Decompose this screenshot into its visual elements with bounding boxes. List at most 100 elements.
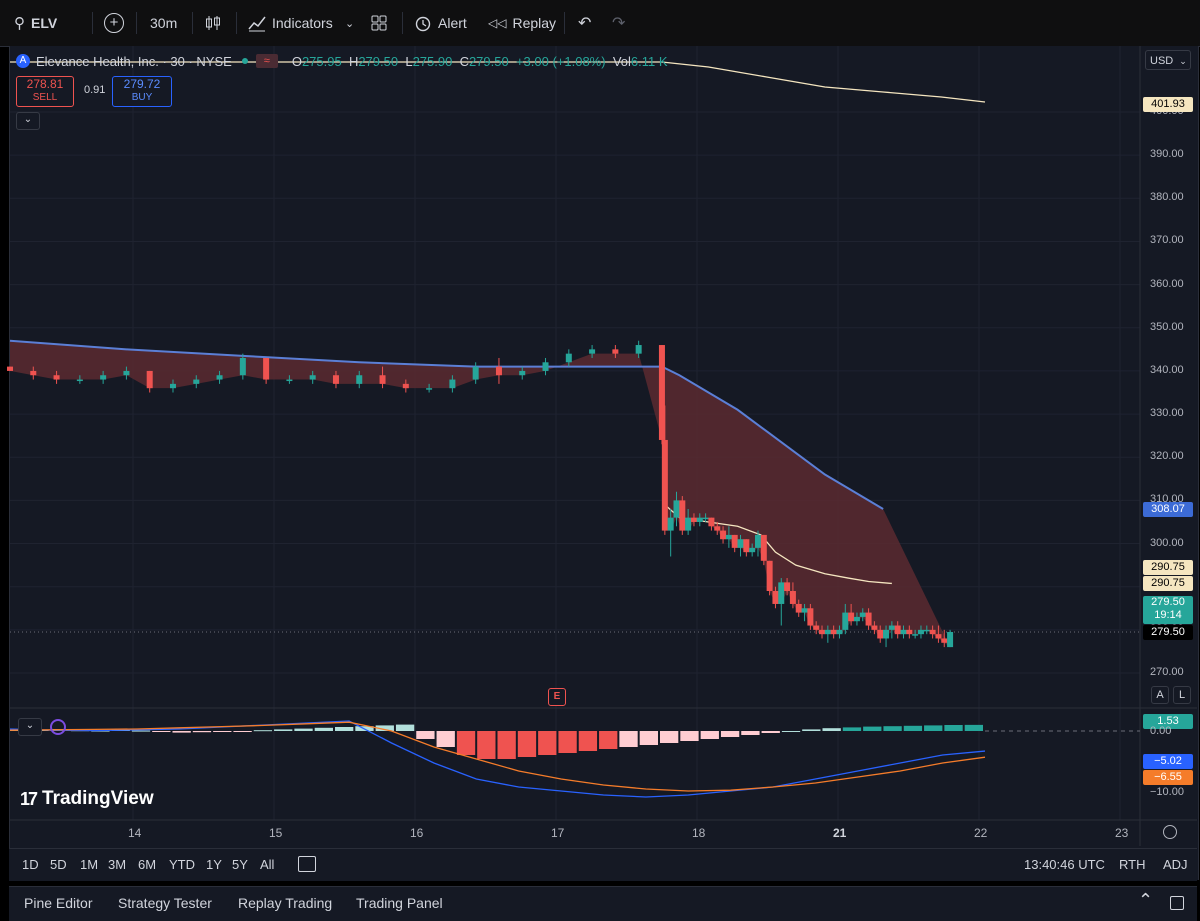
- panel-maximize-icon[interactable]: [1170, 896, 1184, 910]
- time-axis-label: 23: [1115, 826, 1129, 840]
- rewind-icon: ◁◁: [488, 16, 507, 30]
- adjust-toggle[interactable]: ADJ: [1163, 857, 1188, 872]
- price-axis-label: 360.00: [1150, 277, 1184, 290]
- ohlc-high: H279.50: [348, 53, 399, 69]
- price-axis-label: 320.00: [1150, 450, 1184, 463]
- ma-long-price-tag: 401.93: [1143, 97, 1193, 112]
- grid-icon: [371, 15, 387, 31]
- price-axis-label: 390.00: [1150, 148, 1184, 161]
- add-symbol-button[interactable]: +: [104, 0, 124, 46]
- log-scale-button[interactable]: L: [1173, 686, 1191, 704]
- spread-value: 0.91: [84, 84, 106, 96]
- currency-label: USD: [1150, 55, 1174, 67]
- sell-price: 278.81: [26, 77, 64, 91]
- last-price-tag: 279.50 19:14: [1143, 596, 1193, 624]
- macd-collapse-button[interactable]: ⌄: [18, 718, 42, 736]
- panel-tab-trading-panel[interactable]: Trading Panel: [356, 895, 443, 911]
- legend-dot-icon: [241, 58, 248, 64]
- price-axis-label: 340.00: [1150, 363, 1184, 376]
- date-range-icon[interactable]: [298, 856, 316, 872]
- panel-tab-strategy-tester[interactable]: Strategy Tester: [118, 895, 212, 911]
- range-button-3m[interactable]: 3M: [108, 857, 127, 872]
- macd-settings-icon[interactable]: [50, 719, 66, 735]
- chart-legend: A Elevance Health, Inc. · 30 · NYSE ≈ O2…: [16, 52, 668, 70]
- chart-settings-icon[interactable]: [1163, 825, 1177, 839]
- top-toolbar: [0, 0, 1200, 47]
- interval-label: 30m: [150, 15, 178, 31]
- legend-wave-icon: ≈: [255, 54, 278, 68]
- macd-line-tag: −5.02: [1143, 754, 1193, 769]
- symbol-label: ELV: [31, 15, 58, 31]
- indicators-dropdown-chevron-icon[interactable]: ⌄: [345, 17, 355, 30]
- ohlc-open: O275.95: [291, 53, 342, 69]
- ohlc-change: +3.00 (+1.08%): [515, 53, 606, 69]
- replay-label: Replay: [512, 15, 557, 31]
- session-toggle[interactable]: RTH: [1119, 857, 1146, 872]
- price-axis-label: 370.00: [1150, 234, 1184, 247]
- range-button-all[interactable]: All: [260, 857, 275, 872]
- time-axis-label: 15: [269, 826, 283, 840]
- chevron-down-icon: ⌄: [1179, 56, 1187, 66]
- bottom-panel-bar: [9, 886, 1197, 921]
- sell-label: SELL: [32, 92, 58, 103]
- indicators-label: Indicators: [272, 15, 333, 31]
- symbol-search[interactable]: ⚲ ELV: [14, 0, 57, 46]
- alert-button[interactable]: Alert: [414, 0, 467, 46]
- time-axis-label: 21: [833, 826, 847, 840]
- range-button-6m[interactable]: 6M: [138, 857, 157, 872]
- time-axis-label: 14: [128, 826, 142, 840]
- time-axis-label: 18: [692, 826, 706, 840]
- buy-price: 279.72: [123, 77, 161, 91]
- panel-tab-pine-editor[interactable]: Pine Editor: [24, 895, 93, 911]
- buy-button[interactable]: 279.72 BUY: [112, 76, 172, 107]
- layout-button[interactable]: [370, 0, 388, 46]
- search-icon: ⚲: [14, 15, 25, 32]
- indicators-button[interactable]: Indicators: [248, 0, 333, 46]
- symbol-logo-icon: A: [16, 54, 30, 68]
- undo-icon[interactable]: ↶: [578, 15, 592, 32]
- auto-scale-button[interactable]: A: [1151, 686, 1169, 704]
- range-button-ytd[interactable]: YTD: [169, 857, 195, 872]
- brand-label: TradingView: [42, 788, 154, 809]
- currency-button[interactable]: USD ⌄: [1145, 50, 1191, 70]
- tradingview-logo: 17 TradingView: [20, 788, 154, 810]
- range-button-1m[interactable]: 1M: [80, 857, 99, 872]
- replay-button[interactable]: ◁◁ Replay: [488, 0, 556, 46]
- alert-label: Alert: [438, 15, 467, 31]
- vwap-price-tag-2: 290.75: [1143, 576, 1193, 591]
- tv-logo-icon: 17: [20, 788, 38, 809]
- last-price-value: 279.50: [1151, 596, 1185, 608]
- price-axis-label: 270.00: [1150, 666, 1184, 678]
- legend-title: Elevance Health, Inc. · 30 · NYSE: [36, 53, 232, 69]
- range-button-1d[interactable]: 1D: [22, 857, 39, 872]
- range-button-5y[interactable]: 5Y: [232, 857, 248, 872]
- panel-tab-replay-trading[interactable]: Replay Trading: [238, 895, 333, 911]
- price-axis-label: 300.00: [1150, 536, 1184, 549]
- clock-time[interactable]: 13:40:46 UTC: [1024, 857, 1105, 872]
- collapse-legend-button[interactable]: ⌄: [16, 112, 40, 130]
- candles-icon: [206, 16, 220, 30]
- plus-circle-icon: +: [104, 13, 124, 33]
- range-button-1y[interactable]: 1Y: [206, 857, 222, 872]
- crosshair-price-tag: 279.50: [1143, 625, 1193, 640]
- chart-type-button[interactable]: [204, 0, 222, 46]
- sell-button[interactable]: 278.81 SELL: [16, 76, 74, 107]
- ohlc-low: L275.90: [405, 53, 453, 69]
- interval-button[interactable]: 30m: [150, 0, 177, 46]
- ohlc-close: C279.50: [459, 53, 509, 69]
- chart-panel[interactable]: [9, 46, 1199, 880]
- ma-blue-price-tag: 308.07: [1143, 502, 1193, 517]
- range-button-5d[interactable]: 5D: [50, 857, 67, 872]
- time-axis-label: 22: [974, 826, 988, 840]
- redo-icon[interactable]: ↷: [612, 15, 626, 32]
- vwap-price-tag-1: 290.75: [1143, 560, 1193, 575]
- chevron-down-icon: ⌄: [23, 114, 33, 125]
- price-axis-label: 350.00: [1150, 320, 1184, 333]
- time-axis-label: 17: [551, 826, 565, 840]
- earnings-marker[interactable]: E: [548, 688, 566, 706]
- macd-histogram-tag: 1.53: [1143, 714, 1193, 729]
- macd-signal-tag: −6.55: [1143, 770, 1193, 785]
- alarm-clock-icon: [415, 16, 431, 32]
- buy-label: BUY: [131, 92, 153, 103]
- panel-expand-chevron-up-icon[interactable]: ⌃: [1138, 890, 1154, 910]
